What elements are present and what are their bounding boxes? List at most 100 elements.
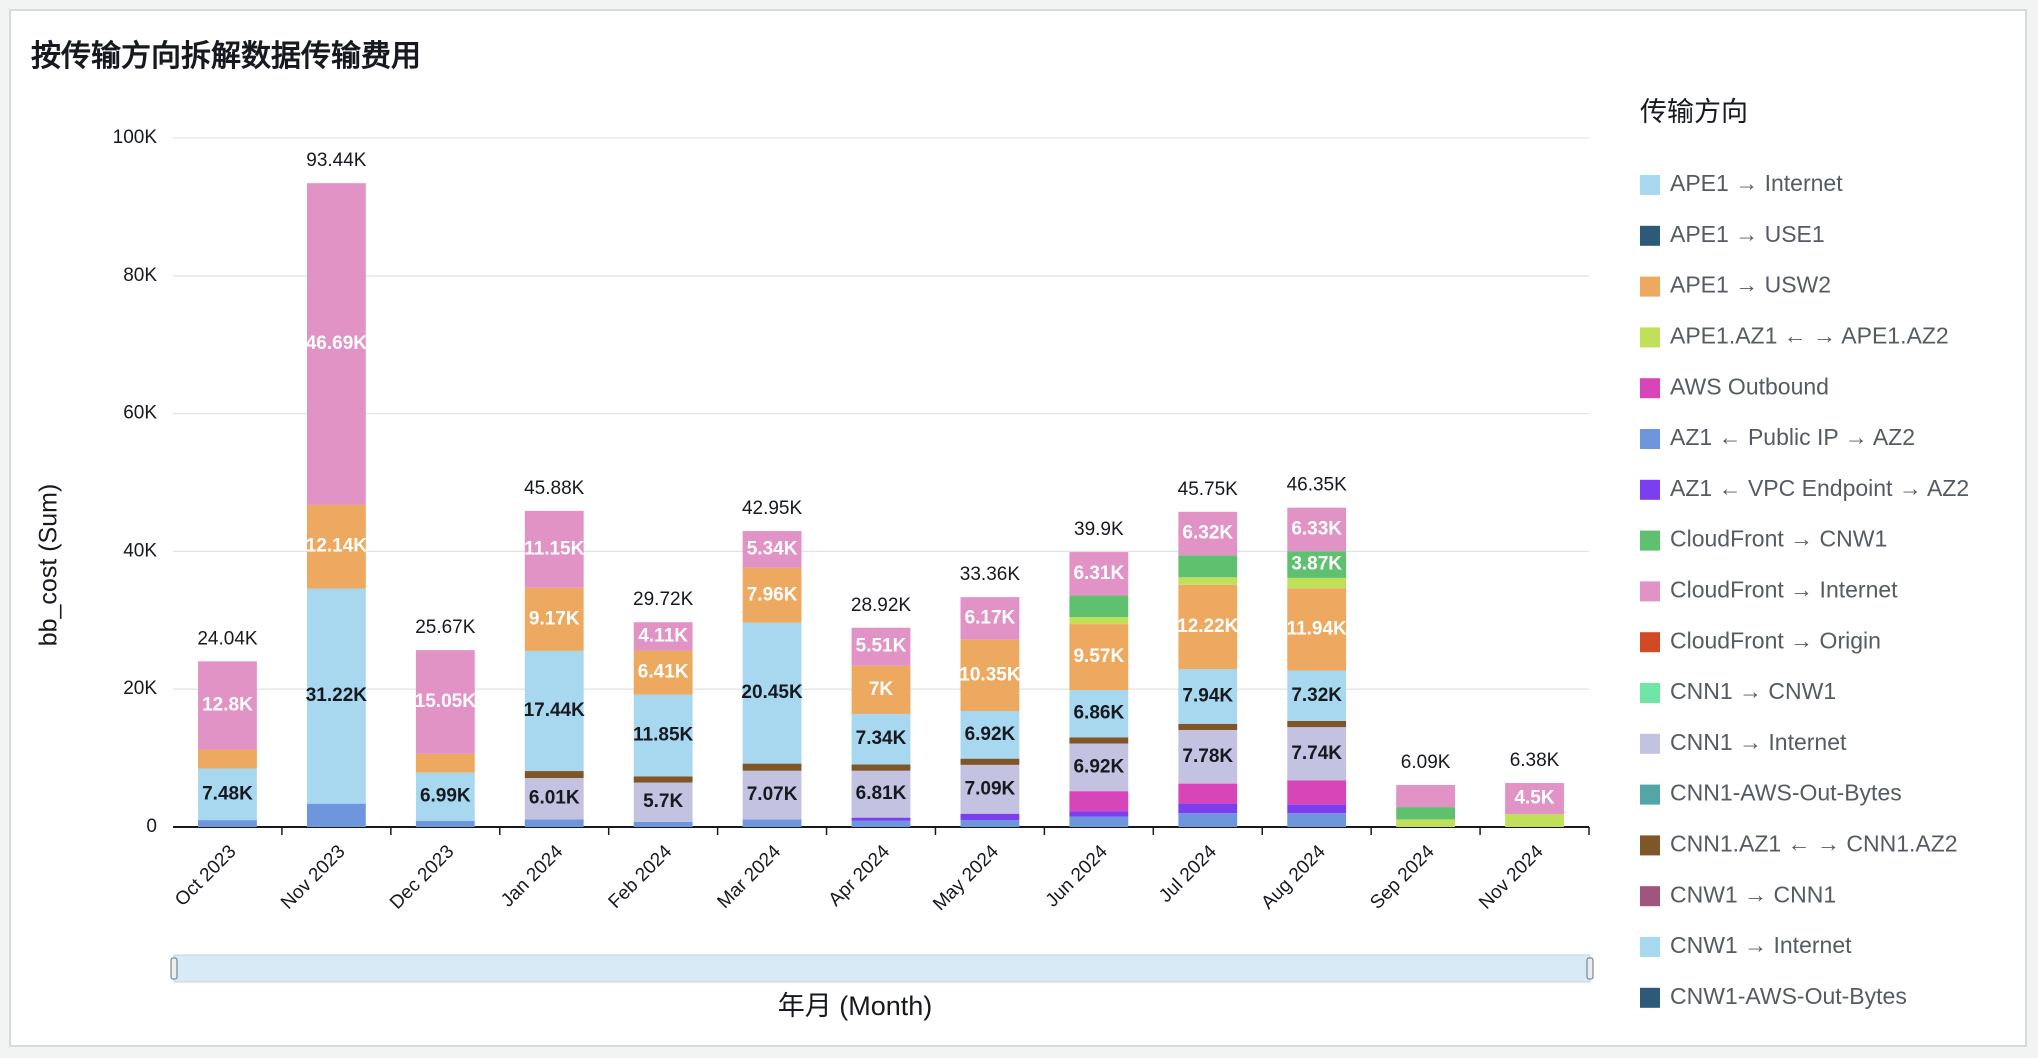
scroll-range[interactable] bbox=[173, 954, 1591, 983]
segment-label: 7.94K bbox=[1182, 685, 1233, 706]
bar-segment bbox=[851, 770, 911, 818]
bar-segment bbox=[1178, 803, 1238, 814]
segment-label: 7.09K bbox=[965, 778, 1016, 799]
segment-label: 11.94K bbox=[1287, 618, 1347, 639]
segment-label: 11.15K bbox=[524, 538, 584, 559]
legend-swatch bbox=[1640, 683, 1660, 703]
segment-label: 5.51K bbox=[856, 636, 907, 657]
legend-swatch bbox=[1640, 733, 1660, 754]
bar-segment bbox=[306, 588, 366, 804]
total-label: 24.04K bbox=[197, 628, 258, 649]
y-tick-label: 80K bbox=[123, 265, 157, 286]
total-label: 46.35K bbox=[1287, 475, 1348, 496]
bar-segment bbox=[1396, 785, 1456, 808]
bar-segment bbox=[524, 650, 584, 772]
segment-label: 11.85K bbox=[633, 725, 693, 746]
bar-segment bbox=[1287, 507, 1347, 552]
bar-segment bbox=[306, 183, 366, 505]
segment-label: 6.92K bbox=[965, 724, 1016, 745]
scroll-handle-right[interactable] bbox=[1586, 957, 1594, 980]
bar-segment bbox=[524, 510, 584, 588]
bar-segment bbox=[198, 749, 257, 769]
total-label: 39.9K bbox=[1074, 519, 1124, 540]
bar-segment bbox=[524, 587, 584, 651]
segment-label: 6.81K bbox=[856, 783, 907, 804]
bar-segment bbox=[1287, 588, 1347, 671]
total-label: 28.92K bbox=[851, 595, 912, 616]
bar-segment bbox=[1069, 595, 1129, 618]
y-tick-label: 40K bbox=[123, 540, 157, 561]
legend-label: APE1.AZ1 ← → APE1.AZ2 bbox=[1670, 322, 1949, 348]
scroll-handle-left[interactable] bbox=[170, 957, 178, 980]
total-label: 25.67K bbox=[415, 617, 476, 638]
segment-label: 7.96K bbox=[747, 584, 798, 605]
segment-label: 6.01K bbox=[529, 788, 580, 809]
bar-segment bbox=[1069, 811, 1129, 817]
bar-segment bbox=[1178, 555, 1238, 578]
legend-swatch bbox=[1640, 886, 1660, 907]
segment-label: 7.32K bbox=[1291, 685, 1342, 706]
total-label: 42.95K bbox=[742, 498, 803, 519]
segment-label: 12.14K bbox=[306, 536, 368, 557]
bar-segment bbox=[1396, 807, 1456, 820]
legend-label: CNW1-AWS-Out-Bytes bbox=[1670, 983, 1907, 1009]
bar-segment bbox=[1069, 737, 1129, 744]
legend-label: CloudFront → CNW1 bbox=[1670, 526, 1887, 552]
bar-segment bbox=[1178, 813, 1238, 827]
legend-swatch bbox=[1640, 175, 1660, 195]
legend-label: AZ1 ← VPC Endpoint → AZ2 bbox=[1670, 475, 1969, 501]
bar-segment bbox=[1505, 783, 1564, 815]
bar-segment bbox=[415, 753, 475, 773]
x-axis-label: 年月 (Month) bbox=[778, 991, 933, 1021]
segment-label: 6.32K bbox=[1182, 523, 1233, 544]
bar-segment bbox=[1178, 723, 1238, 730]
total-label: 45.75K bbox=[1178, 479, 1239, 500]
bar-segment bbox=[1287, 780, 1347, 805]
bar-segment bbox=[1287, 727, 1347, 781]
legend-swatch bbox=[1640, 632, 1660, 653]
segment-label: 7.78K bbox=[1182, 746, 1233, 767]
bar-segment bbox=[633, 622, 693, 651]
bar-segment bbox=[960, 597, 1020, 640]
segment-label: 15.05K bbox=[415, 691, 477, 712]
bar-segment bbox=[198, 820, 257, 827]
legend-swatch bbox=[1640, 276, 1660, 297]
bar-segment bbox=[742, 622, 802, 764]
bar-segment bbox=[1396, 819, 1456, 827]
bar-segment bbox=[851, 713, 911, 765]
bar-segment bbox=[1287, 670, 1347, 721]
bar-segment bbox=[742, 770, 802, 820]
legend-swatch bbox=[1640, 530, 1660, 551]
segment-label: 17.44K bbox=[524, 700, 586, 721]
bar-segment bbox=[633, 776, 693, 783]
bar-segment bbox=[960, 639, 1020, 711]
segment-label: 7.48K bbox=[202, 783, 253, 804]
legend-label: CNN1-AWS-Out-Bytes bbox=[1670, 780, 1902, 806]
total-label: 45.88K bbox=[524, 478, 585, 499]
y-tick-label: 0 bbox=[146, 816, 157, 837]
bar-segment bbox=[1287, 804, 1347, 814]
segment-label: 7K bbox=[869, 679, 894, 700]
segment-label: 12.8K bbox=[202, 694, 253, 715]
bar-segment bbox=[1178, 669, 1238, 724]
segment-label: 4.5K bbox=[1514, 788, 1554, 809]
bar-segment bbox=[1069, 552, 1129, 596]
legend-swatch bbox=[1640, 987, 1660, 1008]
segment-label: 6.31K bbox=[1073, 563, 1124, 584]
bar-segment bbox=[851, 817, 911, 821]
bar-segment bbox=[742, 567, 802, 623]
bar-segment bbox=[524, 778, 584, 820]
legend-swatch bbox=[1640, 327, 1660, 348]
chart-title: 按传输方向拆解数据传输费用 bbox=[31, 39, 421, 73]
legend-label: AZ1 ← Public IP → AZ2 bbox=[1670, 424, 1915, 450]
segment-label: 10.35K bbox=[959, 664, 1021, 685]
y-tick-label: 100K bbox=[113, 127, 158, 148]
bar-segment bbox=[851, 820, 911, 827]
segment-label: 20.45K bbox=[741, 682, 803, 703]
legend-label: CNN1 → Internet bbox=[1670, 729, 1847, 755]
bar-segment bbox=[1287, 551, 1347, 578]
bar-segment bbox=[742, 531, 802, 568]
segment-label: 4.11K bbox=[638, 625, 688, 646]
y-axis-label: bb_cost (Sum) bbox=[35, 484, 63, 647]
